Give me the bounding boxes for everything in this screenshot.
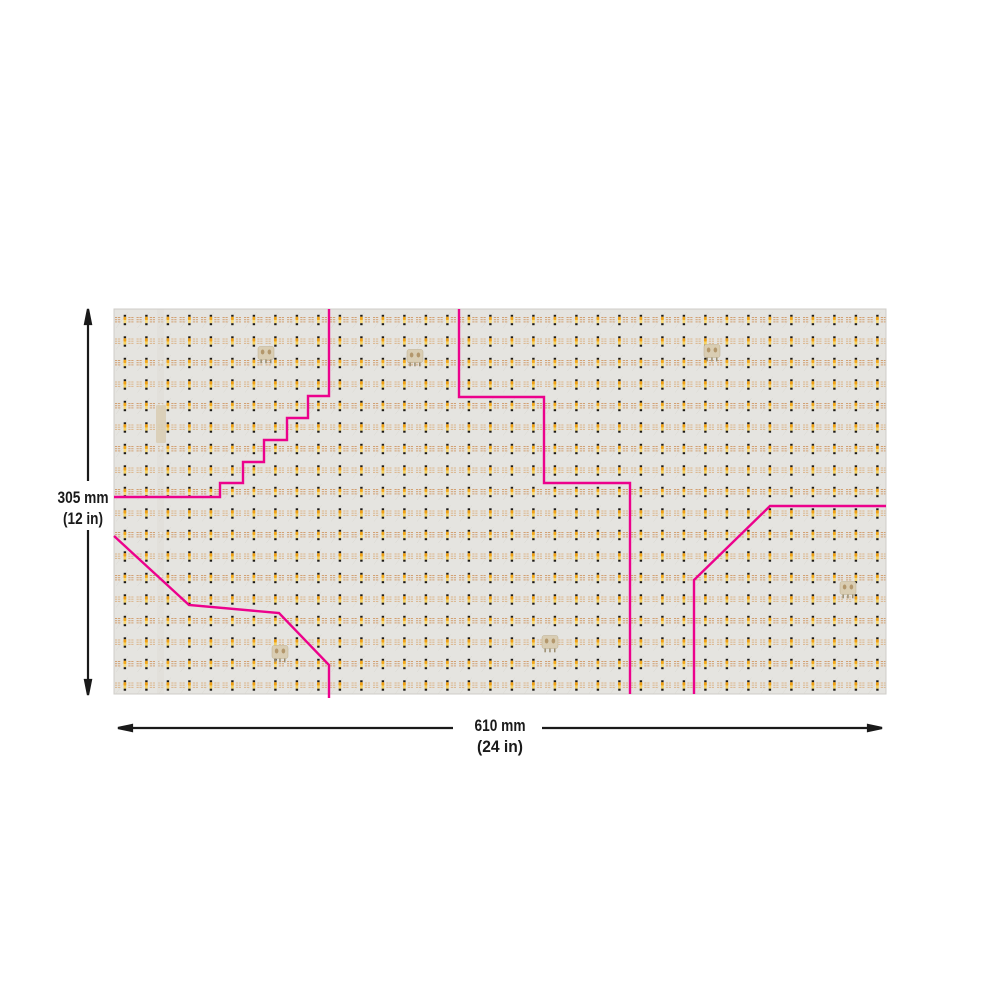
svg-text:305 mm: 305 mm bbox=[58, 489, 109, 507]
svg-text:(24 in): (24 in) bbox=[477, 738, 523, 756]
svg-text:610 mm: 610 mm bbox=[475, 717, 526, 735]
svg-text:(12 in): (12 in) bbox=[63, 510, 103, 528]
